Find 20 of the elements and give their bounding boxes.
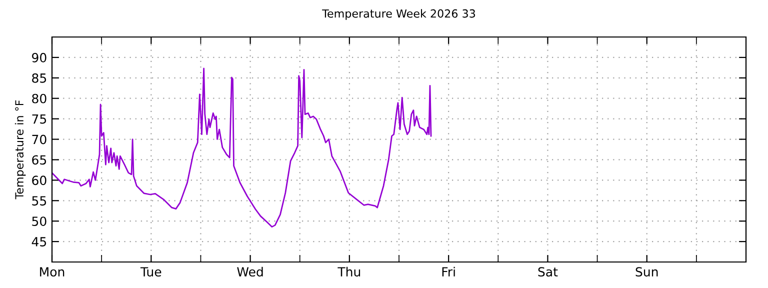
x-tick-label: Sun — [636, 267, 658, 277]
x-tick-label: Tue — [140, 267, 162, 277]
y-tick-label: 90 — [32, 52, 46, 62]
y-tick-label: 80 — [32, 94, 46, 104]
y-tick-label: 65 — [32, 155, 46, 165]
x-tick-label: Sat — [538, 267, 558, 277]
line-series — [52, 68, 432, 228]
y-tick-label: 75 — [32, 114, 46, 124]
y-tick-label: 50 — [32, 216, 46, 226]
x-tick-label: Mon — [40, 267, 64, 277]
y-axis-title: Temperature in °F — [14, 100, 26, 200]
y-tick-label: 85 — [32, 73, 46, 83]
x-tick-label: Wed — [237, 266, 263, 277]
y-tick-label: 70 — [32, 134, 46, 144]
x-tick-label: Fri — [442, 266, 455, 276]
chart-title: Temperature Week 2026 33 — [322, 9, 476, 20]
y-tick-label: 60 — [32, 176, 46, 186]
y-tick-label: 55 — [32, 196, 46, 206]
y-tick-label: 45 — [32, 237, 46, 246]
x-tick-label: Thu — [338, 266, 360, 277]
